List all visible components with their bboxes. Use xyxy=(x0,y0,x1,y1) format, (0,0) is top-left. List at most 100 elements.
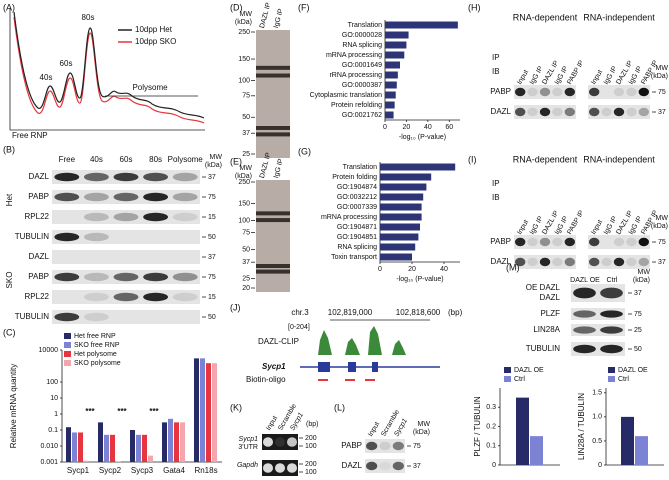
band xyxy=(527,257,538,267)
row-label: PLZF xyxy=(540,309,560,318)
y-tick-label: GO:0007339 xyxy=(337,204,377,211)
y-tick-label: Translation xyxy=(343,164,377,171)
x-tick-label: 40 xyxy=(424,124,432,131)
panel-label: (I) xyxy=(468,154,477,164)
bar xyxy=(72,432,77,462)
band xyxy=(274,437,286,447)
band xyxy=(514,237,526,247)
marker-label: 150 xyxy=(238,200,250,207)
band xyxy=(286,437,298,447)
x-tick-label: 40 xyxy=(440,266,448,273)
band xyxy=(286,463,298,473)
band xyxy=(638,257,650,267)
bar xyxy=(174,422,179,462)
band xyxy=(54,172,80,182)
row-label: DAZL xyxy=(29,252,50,261)
mw-header: MW xyxy=(638,269,651,276)
row-label: DAZL xyxy=(29,172,50,181)
y-tick-label: GO:1904871 xyxy=(337,224,377,231)
y-tick-label: 0 xyxy=(598,462,602,469)
legend-swatch xyxy=(504,376,511,382)
y-tick-label: GO:0021762 xyxy=(342,112,382,119)
band xyxy=(638,237,650,247)
blot xyxy=(588,85,650,99)
band xyxy=(552,87,563,97)
blot xyxy=(514,235,576,249)
band xyxy=(613,257,625,267)
marker-label: 250 xyxy=(238,29,250,36)
band xyxy=(539,257,551,267)
band xyxy=(262,437,274,447)
oligo-label: Biotin-oligo xyxy=(246,375,286,384)
lane-label: IgG IP xyxy=(273,158,285,179)
marker-label: 25 xyxy=(242,275,250,282)
bar xyxy=(380,223,420,231)
mw-header: (kDa) xyxy=(235,19,252,26)
band xyxy=(626,237,637,247)
band xyxy=(573,310,596,318)
band xyxy=(527,87,538,97)
bar xyxy=(385,61,400,69)
mw-header: (kDa) xyxy=(413,429,430,436)
marker-label: 15 xyxy=(208,294,216,301)
y-tick-label: mRNA processing xyxy=(321,214,377,221)
panel-label: (C) xyxy=(3,327,16,337)
marker-label: 100 xyxy=(238,77,250,84)
bar xyxy=(380,173,432,181)
blot xyxy=(52,310,200,324)
band xyxy=(143,192,169,202)
bar xyxy=(385,101,395,109)
mw-header: MW xyxy=(418,421,431,428)
bar xyxy=(380,243,416,251)
row-label: DAZL xyxy=(342,461,363,470)
legend-label: 10dpp Het xyxy=(135,25,173,34)
mw-header: MW xyxy=(656,65,669,72)
marker-label: 20 xyxy=(242,285,250,292)
band xyxy=(172,292,198,302)
peak-label: 40s xyxy=(40,73,53,82)
unit-label: (bp) xyxy=(306,421,318,428)
y-tick-label: GO:1904851 xyxy=(337,234,377,241)
blot xyxy=(588,235,650,249)
bar xyxy=(194,358,199,462)
panel-j-track xyxy=(300,319,440,381)
band xyxy=(564,87,576,97)
legend-label: DAZL OE xyxy=(618,367,648,374)
band xyxy=(573,326,596,334)
bar xyxy=(385,31,409,39)
x-tick-label: 20 xyxy=(403,124,411,131)
y-tick-label: RNA splicing xyxy=(342,42,382,49)
band xyxy=(588,87,600,97)
y-tick-label: RNA splicing xyxy=(337,244,377,251)
y-axis-label: Relative mRNA quantity xyxy=(9,364,18,448)
group-label: SKO xyxy=(5,272,14,289)
legend-label: SKO polysome xyxy=(74,360,121,367)
blot xyxy=(52,210,200,224)
trace-sko xyxy=(13,16,205,124)
gel-band xyxy=(256,65,290,70)
row-label: PABP xyxy=(490,87,511,96)
clip-coverage xyxy=(312,326,406,355)
band xyxy=(573,344,596,354)
column-label: 40s xyxy=(90,155,103,164)
bar xyxy=(78,432,83,462)
bar xyxy=(380,253,412,261)
band xyxy=(113,212,139,222)
row-label: DAZL xyxy=(491,107,512,116)
y-tick-label: Cytoplasmic translation xyxy=(310,92,382,99)
legend-swatch xyxy=(64,333,71,339)
peak-label: 60s xyxy=(60,59,73,68)
marker-label: 37 xyxy=(658,109,666,116)
gel-band xyxy=(256,211,290,216)
band xyxy=(379,441,391,451)
y-tick-label: 1.0 xyxy=(592,414,602,421)
marker-label: 37 xyxy=(634,290,642,297)
bar xyxy=(380,203,422,211)
group-label: RNA-independent xyxy=(583,154,655,164)
band xyxy=(274,463,286,473)
bar xyxy=(635,436,648,465)
bar xyxy=(516,397,529,465)
gene-exon xyxy=(318,362,330,372)
marker-label: 100 xyxy=(238,217,250,224)
panel-label: (J) xyxy=(230,302,241,312)
